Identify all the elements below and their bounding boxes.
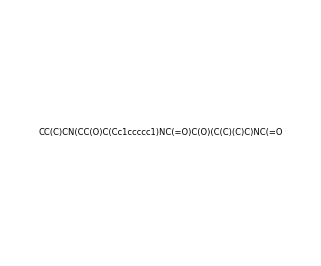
Text: CC(C)CN(CC(O)C(Cc1ccccc1)NC(=O)C(O)(C(C)(C)C)NC(=O: CC(C)CN(CC(O)C(Cc1ccccc1)NC(=O)C(O)(C(C)… [38, 128, 283, 138]
